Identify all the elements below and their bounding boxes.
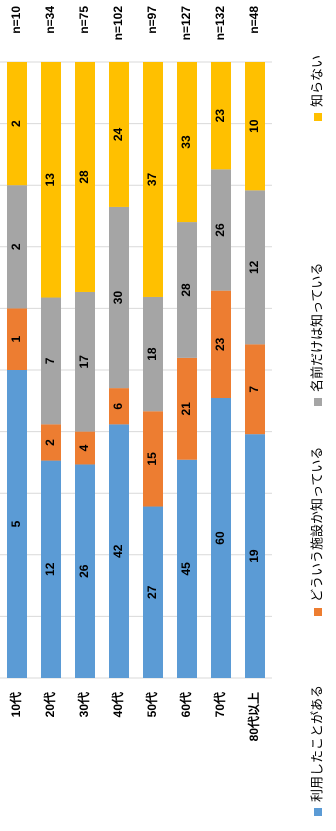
n-label: n=75 (77, 6, 91, 34)
data-label: 1 (9, 336, 23, 343)
bar-segment (7, 185, 27, 309)
bar-segment (211, 398, 231, 678)
x-tick-label: 80代以上 (246, 692, 261, 741)
bar-segment (7, 62, 27, 186)
data-label: 24 (111, 127, 125, 141)
bar-segment (143, 506, 163, 678)
bar-segment (7, 308, 27, 370)
x-tick-label: 20代 (42, 692, 57, 717)
x-tick-label: 70代 (212, 692, 227, 717)
data-label: 42 (111, 544, 125, 558)
x-tick-label: 30代 (76, 692, 91, 717)
data-label: 18 (145, 347, 159, 361)
data-label: 6 (111, 403, 125, 410)
legend-swatch (314, 398, 322, 406)
bar-segment (177, 222, 197, 358)
data-label: 23 (213, 337, 227, 351)
data-label: 10 (247, 119, 261, 133)
data-label: 4 (77, 444, 91, 451)
bar-segment (143, 296, 163, 412)
data-label: 28 (179, 283, 193, 297)
data-label: 12 (247, 260, 261, 274)
data-label: 33 (179, 135, 193, 149)
x-tick-label: 40代 (110, 692, 125, 717)
n-label: n=97 (145, 6, 159, 34)
bar-segment (75, 291, 95, 432)
legend-swatch (314, 608, 322, 616)
data-label: 17 (77, 355, 91, 369)
bar-segment (75, 464, 95, 678)
legend-label: 知らない (309, 55, 324, 107)
data-label: 7 (247, 386, 261, 393)
data-label: 13 (43, 173, 57, 187)
bar-segment (41, 62, 61, 298)
data-label: 23 (213, 109, 227, 123)
data-label: 26 (213, 223, 227, 237)
legend-swatch (314, 808, 322, 816)
bar-segment (245, 434, 265, 678)
bar-segment (143, 62, 163, 297)
data-label: 19 (247, 549, 261, 563)
bar-segment (109, 424, 129, 678)
data-label: 15 (145, 452, 159, 466)
data-label: 28 (77, 170, 91, 184)
n-label: n=127 (179, 6, 193, 41)
data-label: 21 (179, 402, 193, 416)
data-label: 7 (43, 357, 57, 364)
data-label: 45 (179, 562, 193, 576)
legend-label: どういう施設か知っている (309, 447, 324, 602)
bar-segment (41, 297, 61, 425)
bar-segment (177, 357, 197, 460)
bar-segment (245, 190, 265, 345)
bar-segment (41, 424, 61, 461)
bar-segment (245, 62, 265, 191)
bar-segment (75, 431, 95, 465)
n-label: n=48 (247, 6, 261, 34)
data-label: 26 (77, 564, 91, 578)
bar-segment (177, 459, 197, 678)
data-label: 60 (213, 531, 227, 545)
data-label: 30 (111, 291, 125, 305)
data-label: 37 (145, 172, 159, 186)
bar-segment (109, 206, 129, 389)
bar-segment (143, 411, 163, 507)
n-label: n=132 (213, 6, 227, 41)
bar-segment (75, 62, 95, 292)
data-label: 2 (9, 243, 23, 250)
bar-segment (177, 62, 197, 223)
legend-label: 名前だけは知っている (309, 263, 324, 392)
data-label: 12 (43, 562, 57, 576)
n-label: n=102 (111, 6, 125, 41)
legend-swatch (314, 113, 322, 121)
bar-segment (7, 370, 27, 678)
bar-segment (41, 460, 61, 678)
x-tick-label: 10代 (8, 692, 23, 717)
data-label: 27 (145, 585, 159, 599)
bar-segment (245, 344, 265, 435)
bar-segment (211, 169, 231, 291)
data-label: 2 (43, 439, 57, 446)
data-label: 5 (9, 520, 23, 527)
n-label: n=34 (43, 6, 57, 34)
bar-segment (211, 290, 231, 398)
x-tick-label: 60代 (178, 692, 193, 717)
n-label: n=10 (9, 6, 23, 34)
data-label: 2 (9, 120, 23, 127)
bar-segment (211, 62, 231, 170)
x-tick-label: 50代 (144, 692, 159, 717)
bar-segment (109, 388, 129, 425)
legend-label: 利用したことがある (309, 685, 324, 802)
bar-segment (109, 62, 129, 207)
